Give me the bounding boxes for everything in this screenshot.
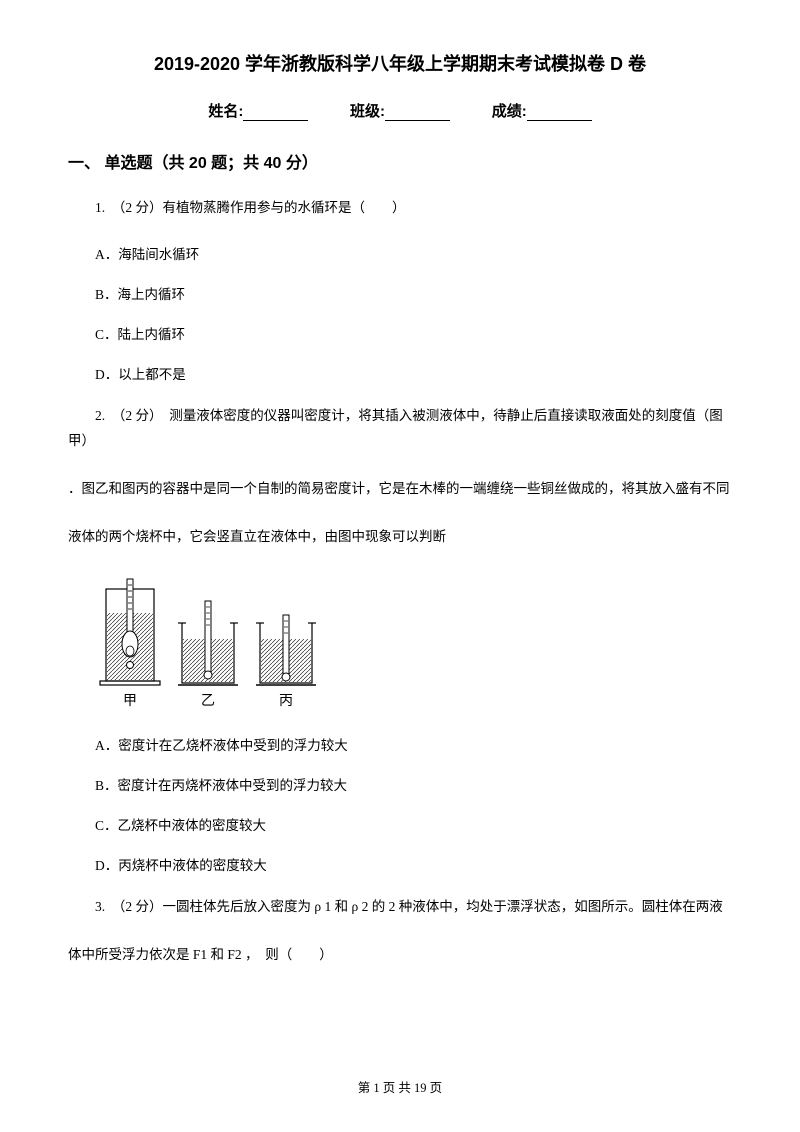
- section-prefix: 一、: [68, 155, 100, 172]
- q1-option-c: C．陆上内循环: [68, 323, 732, 343]
- q1-option-a: A．海陆间水循环: [68, 243, 732, 263]
- figure-bing: 丙: [256, 615, 316, 709]
- q2-option-d: D．丙烧杯中液体的密度较大: [68, 854, 732, 874]
- score-label: 成绩:: [492, 103, 527, 120]
- name-label: 姓名:: [208, 103, 243, 120]
- student-info-line: 姓名: 班级: 成绩:: [68, 100, 732, 121]
- q2-option-c: C．乙烧杯中液体的密度较大: [68, 814, 732, 834]
- q3-stem-line1: 3. （2 分）一圆柱体先后放入密度为 ρ 1 和 ρ 2 的 2 种液体中，均…: [68, 894, 732, 920]
- q2-stem-line2: ．图乙和图丙的容器中是同一个自制的简易密度计，它是在木棒的一端缠绕一些铜丝做成的…: [68, 476, 732, 502]
- q1-option-d: D．以上都不是: [68, 363, 732, 383]
- q1-stem: 1. （2 分）有植物蒸腾作用参与的水循环是（ ）: [68, 195, 732, 221]
- section-label: 单选题（共 20 题；共 40 分）: [104, 155, 317, 172]
- class-label: 班级:: [350, 103, 385, 120]
- section-header: 一、 单选题（共 20 题；共 40 分）: [68, 149, 732, 173]
- q2-option-b: B．密度计在丙烧杯液体中受到的浮力较大: [68, 774, 732, 794]
- q2-stem-line1: 2. （2 分） 测量液体密度的仪器叫密度计，将其插入被测液体中，待静止后直接读…: [68, 403, 732, 454]
- label-bing: 丙: [279, 694, 293, 709]
- exam-title: 2019-2020 学年浙教版科学八年级上学期期末考试模拟卷 D 卷: [68, 50, 732, 76]
- label-jia: 甲: [123, 694, 137, 709]
- page-footer: 第 1 页 共 19 页: [0, 1077, 800, 1096]
- beakers-svg: 甲 乙 丙: [96, 571, 326, 716]
- q1-option-b: B．海上内循环: [68, 283, 732, 303]
- label-yi: 乙: [201, 693, 215, 709]
- figure-jia: 甲: [100, 579, 160, 709]
- name-blank: [243, 106, 308, 121]
- figure-yi: 乙: [178, 601, 238, 709]
- class-blank: [385, 106, 450, 121]
- q3-stem-line2: 体中所受浮力依次是 F1 和 F2 ， 则（ ）: [68, 942, 732, 968]
- q2-stem-line3: 液体的两个烧杯中，它会竖直立在液体中，由图中现象可以判断: [68, 524, 732, 550]
- q2-figure: 甲 乙 丙: [96, 571, 732, 716]
- score-blank: [527, 106, 592, 121]
- q2-option-a: A．密度计在乙烧杯液体中受到的浮力较大: [68, 734, 732, 754]
